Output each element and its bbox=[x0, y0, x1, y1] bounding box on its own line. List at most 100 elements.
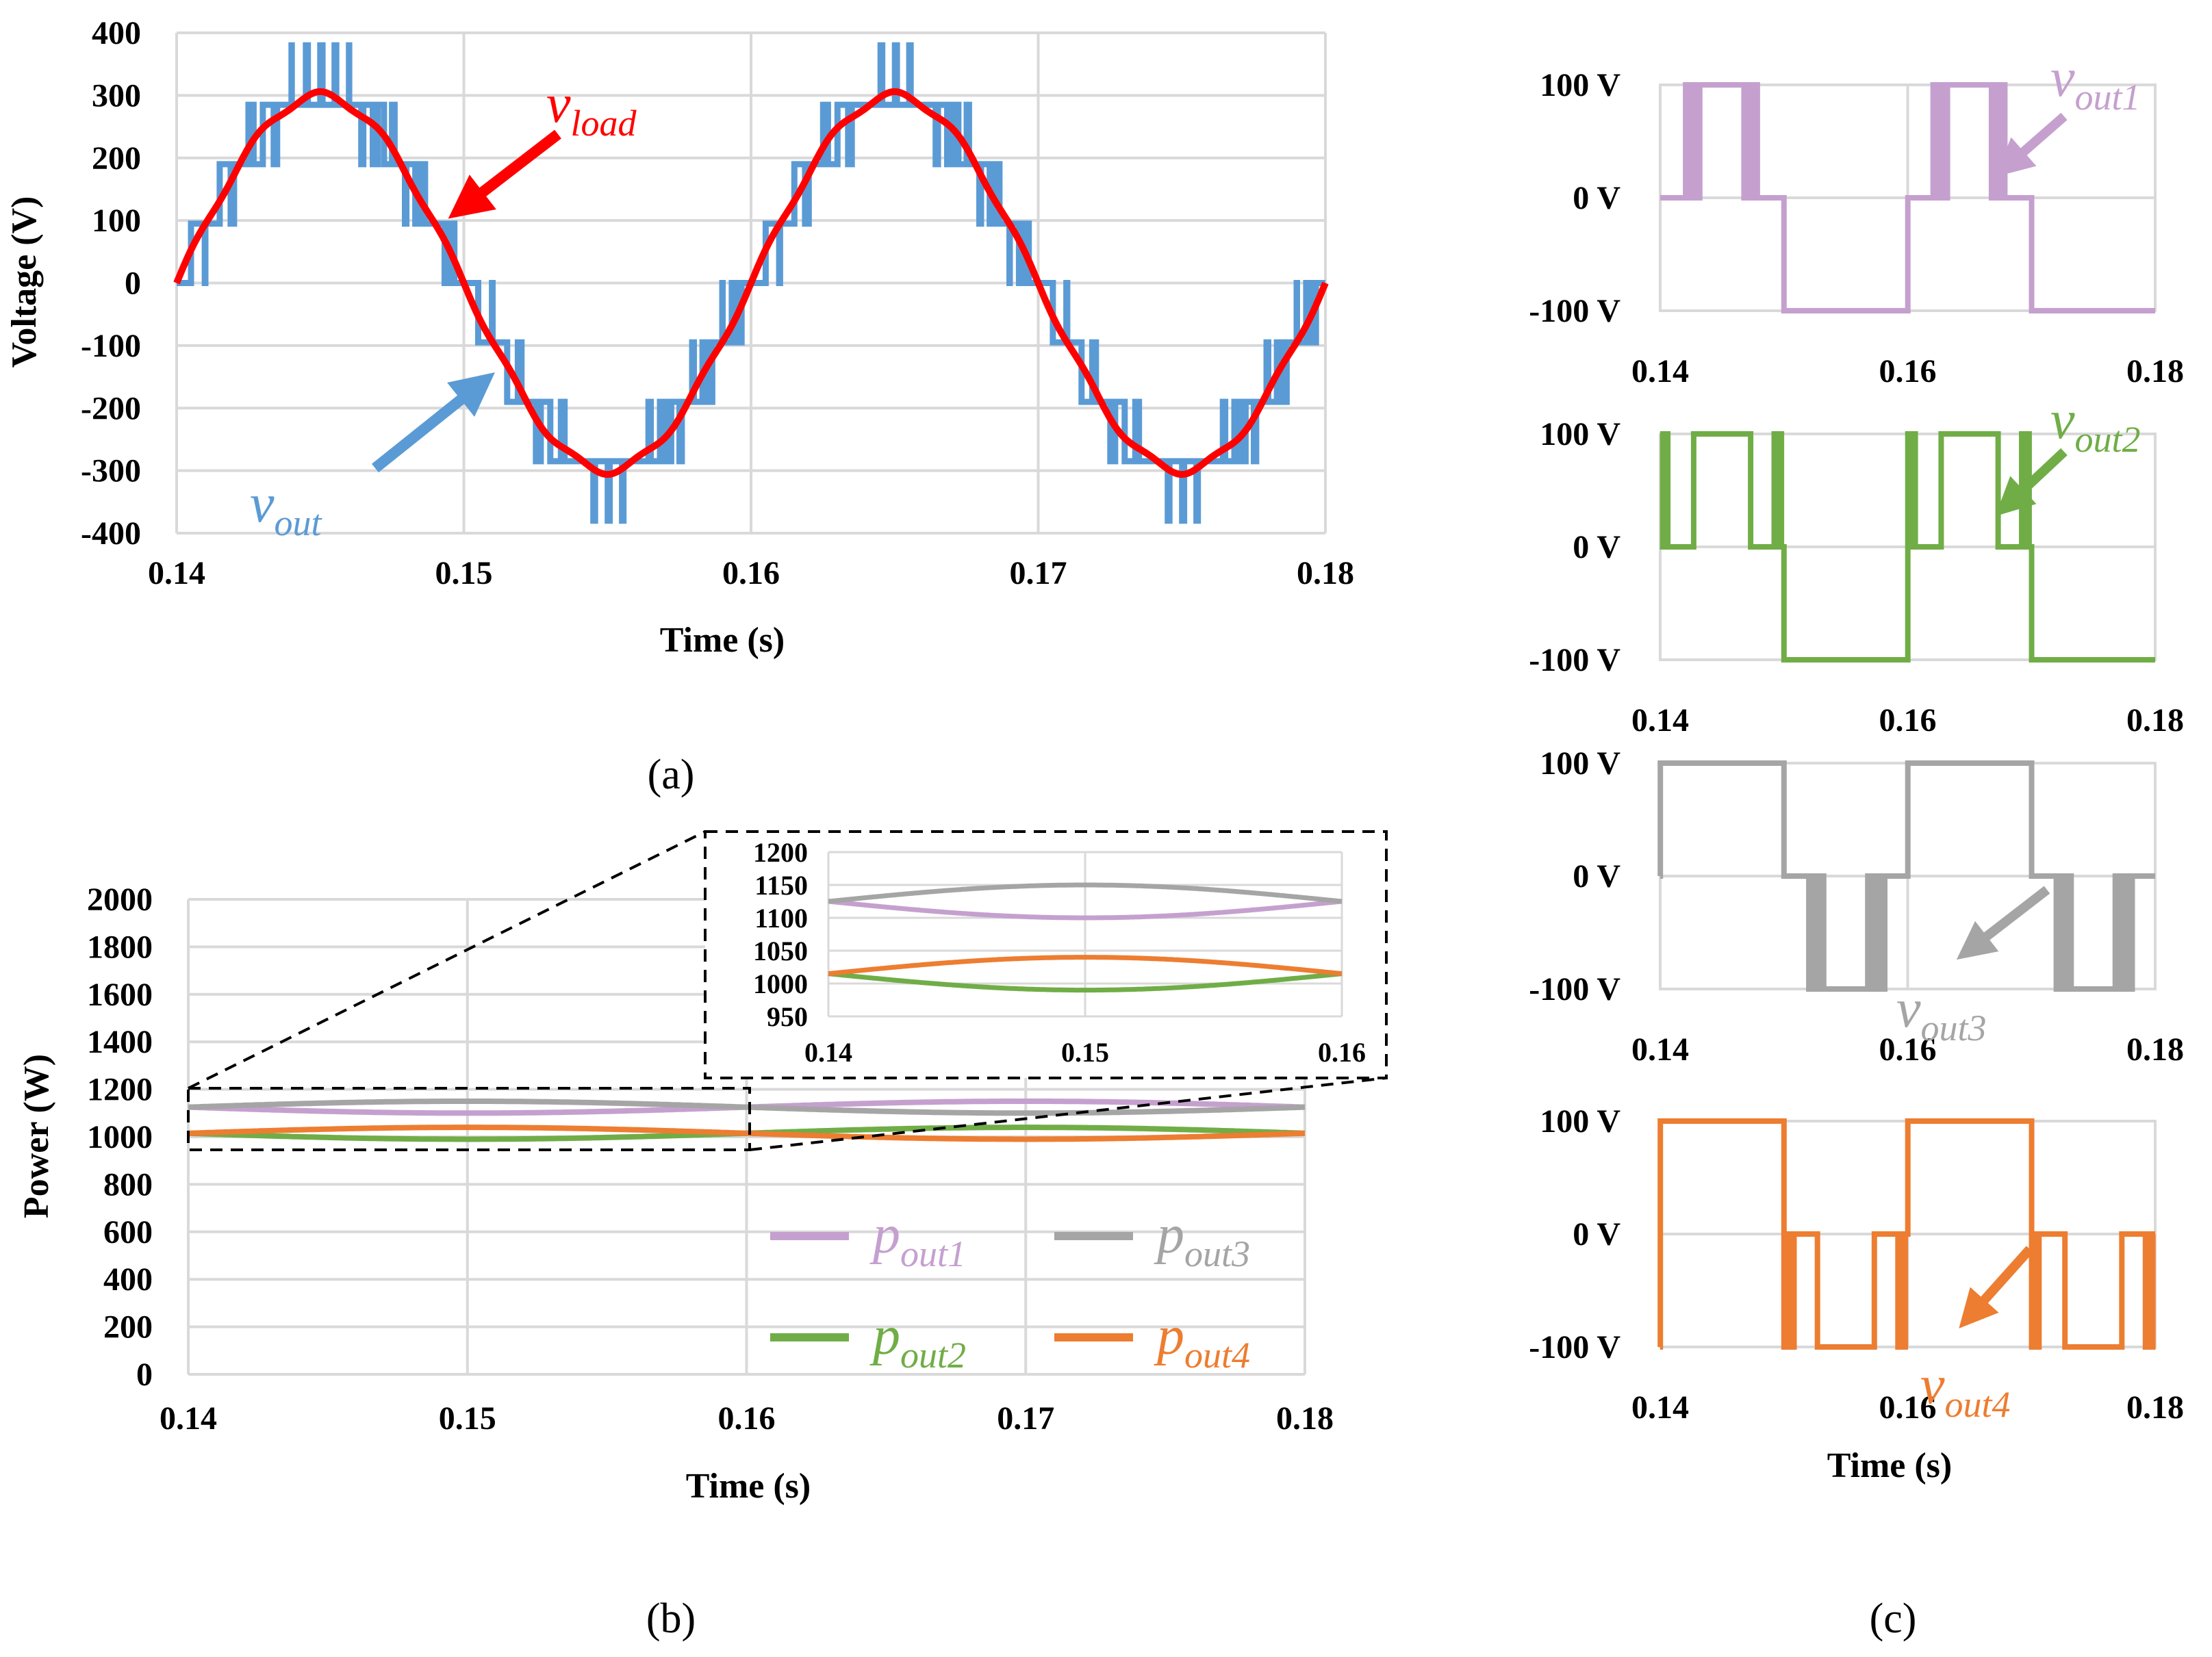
x-tick-label: 0.18 bbox=[2126, 1031, 2184, 1068]
x-tick-label: 0.18 bbox=[2126, 702, 2184, 738]
panel-b-y-label: Power (W) bbox=[17, 1054, 56, 1218]
legend-label-sub: out4 bbox=[1184, 1335, 1250, 1376]
panel-b-x-ticks: 0.14 0.15 0.16 0.17 0.18 bbox=[160, 1400, 1334, 1437]
zoom-connector-bottom bbox=[749, 1077, 1387, 1151]
x-tick-label: 0.14 bbox=[1631, 702, 1689, 738]
zoom-connector-top bbox=[188, 830, 706, 1090]
label-main: v bbox=[1920, 1355, 1945, 1415]
zoom-box bbox=[187, 1087, 751, 1151]
panel-a-caption: (a) bbox=[648, 752, 695, 798]
v-load-arrow bbox=[448, 129, 561, 219]
x-tick-label: 0.14 bbox=[160, 1400, 217, 1437]
inset-x-tick-label: 0.15 bbox=[1061, 1037, 1109, 1068]
x-tick-label: 0.16 bbox=[1879, 1389, 1937, 1426]
label-sub: out3 bbox=[1921, 1007, 1987, 1049]
v-out-arrow bbox=[372, 372, 495, 473]
inset-p-out4-series bbox=[828, 955, 1343, 977]
x-tick-label: 0.18 bbox=[1297, 555, 1354, 591]
panel-c-subplot-out3: 100 V 0 V -100 V 0.14 0.16 0.18 vout3 bbox=[1529, 745, 2184, 1068]
inset-y-tick-label: 1000 bbox=[753, 968, 808, 999]
legend-label-p-out2: pout2 bbox=[869, 1306, 966, 1376]
label-main: v bbox=[2050, 48, 2075, 108]
label-sub: out1 bbox=[2075, 77, 2141, 118]
inset-y-tick-label: 1150 bbox=[754, 870, 808, 901]
y-tick-label: -100 V bbox=[1529, 1329, 1620, 1365]
x-tick-label: 0.18 bbox=[2126, 1389, 2184, 1426]
p-out4-series bbox=[188, 1125, 1306, 1142]
x-tick-label: 0.15 bbox=[439, 1400, 496, 1437]
inset-y-tick-label: 950 bbox=[767, 1001, 808, 1032]
legend-label-main: p bbox=[1154, 1306, 1184, 1366]
p-out3-series bbox=[188, 1099, 1306, 1116]
y-tick-label: 0 bbox=[136, 1357, 153, 1393]
x-tick-label: 0.18 bbox=[2126, 353, 2184, 389]
y-tick-label: 1600 bbox=[87, 977, 153, 1013]
y-tick-label: 100 bbox=[92, 203, 141, 239]
y-tick-label: 1800 bbox=[87, 929, 153, 965]
y-tick-label: 100 V bbox=[1540, 67, 1620, 103]
panel-a-x-label: Time (s) bbox=[660, 621, 785, 660]
inset-p-out1-series bbox=[828, 899, 1343, 921]
v-load-series bbox=[173, 88, 1329, 478]
y-tick-label: -200 bbox=[81, 390, 141, 426]
y-tick-label: 400 bbox=[103, 1261, 153, 1298]
legend-label-main: p bbox=[869, 1205, 900, 1265]
y-tick-label: 200 bbox=[103, 1309, 153, 1346]
panel-c-subplot-out1: 100 V 0 V -100 V 0.14 0.16 0.18 vout1 bbox=[1529, 48, 2184, 389]
v-out3-series bbox=[1657, 760, 2155, 992]
legend-label-main: p bbox=[869, 1306, 900, 1366]
x-tick-label: 0.14 bbox=[1631, 1389, 1689, 1426]
x-tick-label: 0.18 bbox=[1276, 1400, 1334, 1437]
x-tick-label: 0.15 bbox=[435, 555, 493, 591]
y-tick-label: 1000 bbox=[87, 1119, 153, 1155]
label-main: v bbox=[1896, 979, 1921, 1039]
inset-y-tick-label: 1200 bbox=[753, 837, 808, 868]
x-tick-label: 0.14 bbox=[148, 555, 205, 591]
y-tick-label: 600 bbox=[103, 1214, 153, 1250]
y-tick-label: -300 bbox=[81, 453, 141, 489]
y-tick-label: 0 V bbox=[1573, 529, 1620, 565]
panel-c-subplot-out4: 100 V 0 V -100 V 0.14 0.16 0.18 vout4 bbox=[1529, 1103, 2184, 1426]
inset-y-tick-label: 1100 bbox=[754, 903, 808, 934]
y-tick-label: -100 V bbox=[1529, 642, 1620, 678]
panel-c-caption: (c) bbox=[1870, 1595, 1917, 1642]
panel-a-y-label: Voltage (V) bbox=[5, 196, 44, 368]
x-tick-label: 0.16 bbox=[718, 1400, 776, 1437]
panel-a-x-ticks: 0.14 0.15 0.16 0.17 0.18 bbox=[148, 555, 1354, 591]
panel-a-y-ticks: 400 300 200 100 0 -100 -200 -300 -400 bbox=[81, 15, 141, 552]
y-tick-label: 300 bbox=[92, 77, 141, 114]
v-out2-series bbox=[1660, 431, 2155, 663]
v-out1-arrow bbox=[1994, 112, 2068, 177]
v-out3-arrow bbox=[1956, 886, 2050, 960]
y-tick-label: 2000 bbox=[87, 882, 153, 918]
v-out-label: vout bbox=[250, 474, 323, 543]
inset-p-out3-series bbox=[828, 882, 1343, 904]
y-tick-label: 0 V bbox=[1573, 1216, 1620, 1253]
v-out2-arrow bbox=[1995, 448, 2068, 517]
v-load-label: vload bbox=[546, 74, 637, 144]
inset-frame bbox=[704, 830, 1388, 1079]
x-tick-label: 0.17 bbox=[997, 1400, 1054, 1437]
v-out4-series bbox=[1657, 1118, 2156, 1350]
y-tick-label: 0 V bbox=[1573, 180, 1620, 216]
y-tick-label: 100 V bbox=[1540, 416, 1620, 452]
legend-label-sub: out2 bbox=[900, 1335, 966, 1376]
y-tick-label: 0 V bbox=[1573, 858, 1620, 895]
label-sub: out2 bbox=[2075, 419, 2141, 460]
v-out1-label: vout1 bbox=[2050, 48, 2141, 118]
legend-label-sub: out1 bbox=[900, 1233, 966, 1274]
inset-x-tick-label: 0.14 bbox=[804, 1037, 852, 1068]
y-tick-label: -100 bbox=[81, 328, 141, 364]
panel-b-series bbox=[188, 1099, 1306, 1142]
y-tick-label: 1200 bbox=[87, 1072, 153, 1108]
x-tick-label: 0.16 bbox=[1879, 353, 1937, 389]
v-out4-arrow bbox=[1959, 1246, 2034, 1328]
y-tick-label: 100 V bbox=[1540, 1103, 1620, 1140]
legend-label-p-out3: pout3 bbox=[1154, 1205, 1250, 1274]
x-tick-label: 0.14 bbox=[1631, 1031, 1689, 1068]
